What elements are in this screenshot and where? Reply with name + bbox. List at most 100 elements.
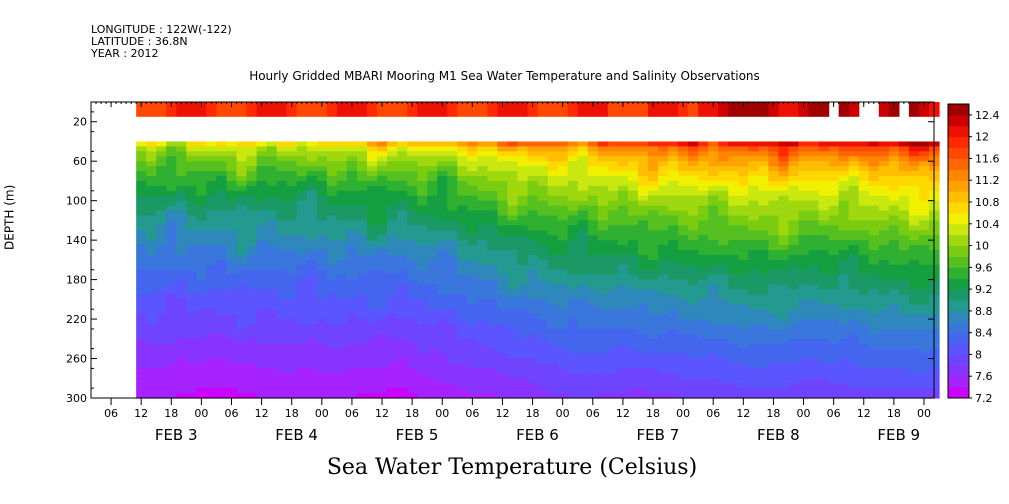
temperature-cell — [397, 240, 408, 246]
temperature-cell — [798, 289, 810, 295]
temperature-cell — [617, 195, 629, 202]
temperature-cell — [768, 333, 780, 340]
temperature-cell — [166, 343, 177, 350]
temperature-cell — [597, 254, 609, 261]
temperature-cell — [437, 289, 448, 295]
temperature-cell — [356, 388, 368, 394]
temperature-cell — [597, 250, 609, 256]
temperature-cell — [186, 328, 197, 335]
temperature-cell — [798, 338, 810, 345]
temperature-cell — [477, 373, 489, 379]
temperature-cell — [547, 309, 559, 315]
temperature-cell — [517, 146, 529, 152]
temperature-cell — [587, 156, 599, 162]
temperature-cell — [758, 254, 770, 261]
temperature-cell — [577, 373, 589, 379]
temperature-cell — [888, 195, 900, 202]
temperature-cell — [256, 180, 268, 187]
temperature-cell — [427, 151, 438, 157]
surface-cell — [447, 102, 458, 117]
temperature-cell — [136, 284, 147, 291]
temperature-cell — [678, 171, 689, 177]
temperature-cell — [166, 180, 177, 187]
temperature-cell — [788, 146, 800, 152]
temperature-cell — [356, 289, 368, 295]
temperature-cell — [748, 388, 759, 394]
temperature-cell — [417, 230, 428, 236]
temperature-cell — [547, 338, 559, 345]
temperature-cell — [788, 319, 800, 325]
temperature-cell — [457, 289, 468, 295]
temperature-cell — [346, 161, 358, 167]
temperature-cell — [346, 259, 358, 266]
temperature-cell — [708, 338, 719, 345]
temperature-cell — [477, 328, 489, 335]
temperature-cell — [166, 289, 177, 295]
temperature-cell — [517, 156, 529, 162]
temperature-cell — [497, 388, 509, 394]
temperature-cell — [236, 151, 248, 157]
temperature-cell — [728, 289, 739, 295]
temperature-cell — [878, 353, 890, 360]
temperature-cell — [698, 274, 709, 281]
temperature-cell — [647, 368, 659, 374]
temperature-cell — [477, 200, 489, 207]
temperature-cell — [547, 210, 559, 217]
temperature-cell — [266, 378, 278, 384]
temperature-cell — [356, 324, 368, 330]
temperature-cell — [537, 161, 549, 167]
temperature-cell — [537, 358, 549, 365]
temperature-cell — [156, 161, 167, 167]
temperature-cell — [577, 319, 589, 325]
temperature-cell — [597, 141, 609, 147]
temperature-cell — [417, 383, 428, 389]
temperature-cell — [266, 171, 278, 177]
temperature-cell — [276, 141, 288, 147]
temperature-cell — [728, 230, 739, 236]
temperature-cell — [788, 269, 800, 276]
surface-cell — [848, 102, 860, 117]
temperature-cell — [276, 156, 288, 162]
temperature-cell — [898, 161, 910, 167]
temperature-cell — [236, 328, 248, 335]
colorbar-swatch — [948, 321, 969, 334]
temperature-cell — [808, 259, 820, 266]
temperature-cell — [547, 185, 559, 192]
temperature-cell — [296, 225, 308, 231]
temperature-cell — [748, 240, 759, 246]
colorbar-swatch — [948, 332, 969, 345]
temperature-cell — [397, 230, 408, 236]
temperature-cell — [607, 230, 619, 236]
temperature-cell — [868, 368, 880, 374]
temperature-cell — [457, 230, 468, 236]
temperature-cell — [417, 235, 428, 241]
temperature-cell — [567, 358, 579, 365]
temperature-cell — [567, 314, 579, 320]
temperature-cell — [557, 185, 569, 192]
temperature-cell — [346, 166, 358, 172]
surface-cell — [216, 102, 228, 117]
temperature-cell — [678, 245, 689, 251]
temperature-cell — [176, 195, 187, 202]
colorbar-swatch — [948, 104, 969, 116]
temperature-cell — [537, 309, 549, 315]
temperature-cell — [316, 225, 328, 231]
temperature-cell — [658, 289, 669, 295]
temperature-cell — [387, 368, 398, 374]
temperature-cell — [798, 235, 810, 241]
temperature-cell — [507, 151, 519, 157]
temperature-cell — [447, 166, 458, 172]
temperature-cell — [326, 348, 338, 355]
temperature-cell — [698, 146, 709, 152]
temperature-cell — [286, 235, 298, 241]
temperature-cell — [356, 146, 368, 152]
temperature-cell — [166, 309, 177, 315]
temperature-cell — [176, 141, 187, 147]
temperature-cell — [647, 274, 659, 281]
temperature-cell — [808, 176, 820, 182]
temperature-cell — [196, 309, 208, 315]
temperature-cell — [156, 333, 167, 340]
temperature-cell — [898, 348, 910, 355]
temperature-cell — [206, 274, 218, 281]
temperature-cell — [748, 180, 759, 187]
